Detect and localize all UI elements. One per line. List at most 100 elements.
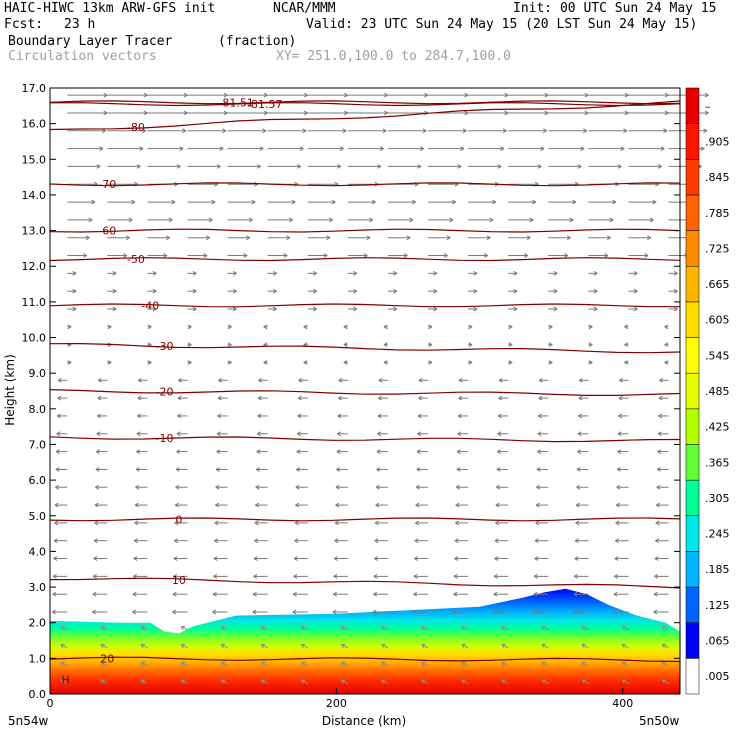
- circulation-vector: [300, 679, 308, 684]
- circulation-vector: [173, 574, 188, 579]
- contour-label: -81.57: [247, 98, 282, 111]
- circulation-vector: [307, 217, 333, 223]
- circulation-vector: [134, 520, 148, 526]
- field-units: (fraction): [218, 34, 297, 49]
- circulation-vector: [548, 164, 582, 169]
- contour-label: -81.51: [218, 96, 253, 109]
- circulation-vector: [107, 199, 136, 205]
- circulation-vector: [340, 625, 349, 631]
- circulation-vector: [496, 484, 509, 490]
- circulation-vector: [187, 199, 216, 205]
- circulation-vector: [428, 199, 456, 205]
- circulation-vector: [577, 449, 589, 454]
- circulation-vector: [496, 467, 509, 472]
- circulation-vector: [497, 431, 509, 437]
- colorbar-label: .305: [705, 492, 730, 505]
- circulation-vector: [347, 146, 384, 151]
- circulation-vector: [54, 502, 68, 508]
- circulation-vector: [347, 253, 368, 258]
- circulation-vector: [227, 235, 251, 241]
- circulation-vector: [95, 467, 108, 472]
- circulation-vector: [494, 556, 509, 561]
- circulation-vector: [347, 199, 376, 205]
- circulation-vector: [256, 449, 268, 454]
- circulation-vector: [107, 217, 133, 223]
- circulation-vector: [263, 324, 268, 330]
- circulation-vector: [255, 467, 268, 472]
- contour-label: -80: [127, 121, 145, 134]
- circulation-vector: [535, 520, 549, 526]
- circulation-vector: [416, 467, 428, 472]
- circulation-vector: [267, 92, 308, 98]
- circulation-vector: [97, 377, 108, 383]
- circulation-vector: [373, 574, 388, 579]
- circulation-vector: [227, 271, 237, 276]
- temperature-contour: [49, 228, 681, 233]
- circulation-vector: [147, 146, 184, 151]
- x-tick-label: 0: [47, 697, 54, 710]
- circulation-vector: [60, 625, 68, 631]
- circulation-vector: [378, 395, 388, 401]
- circulation-vector: [428, 342, 433, 348]
- colorbar-swatch: [685, 515, 700, 552]
- circulation-vector: [421, 625, 429, 631]
- circulation-vector: [307, 110, 348, 116]
- circulation-vector: [548, 110, 589, 116]
- circulation-vector: [468, 324, 473, 330]
- temperature-contour: [49, 102, 681, 107]
- circulation-vector: [383, 324, 388, 330]
- colorbar-label: .905: [705, 135, 730, 148]
- circulation-vector: [267, 288, 277, 294]
- circulation-vector: [137, 377, 148, 383]
- circulation-vector: [373, 556, 388, 561]
- circulation-vector: [334, 520, 348, 526]
- circulation-vector: [340, 679, 349, 684]
- circulation-vector: [664, 360, 669, 365]
- circulation-vector: [468, 342, 473, 348]
- circulation-vector: [548, 199, 577, 205]
- circulation-vector: [332, 591, 348, 597]
- circulation-vector: [332, 609, 348, 615]
- circulation-vector: [533, 591, 549, 597]
- circulation-vector: [452, 609, 469, 615]
- circulation-vector: [52, 591, 68, 597]
- circulation-vector: [337, 431, 348, 437]
- circulation-vector: [616, 484, 629, 490]
- circulation-vector: [94, 502, 108, 508]
- circulation-vector: [336, 449, 348, 454]
- circulation-vector: [461, 643, 469, 649]
- contour-label: 20: [100, 653, 114, 666]
- circulation-vector: [227, 92, 268, 98]
- circulation-vector: [387, 217, 414, 223]
- circulation-vector: [187, 164, 221, 169]
- circulation-vector: [534, 538, 549, 544]
- circulation-vector: [588, 110, 629, 116]
- circulation-vector: [227, 146, 264, 151]
- circulation-vector: [538, 377, 549, 383]
- circulation-vector: [574, 538, 589, 544]
- circulation-vector: [100, 643, 108, 649]
- circulation-vector: [175, 484, 188, 490]
- colorbar-swatch: [685, 586, 700, 623]
- circulation-vector: [628, 271, 638, 276]
- circulation-vector: [508, 146, 545, 151]
- circulation-vector: [457, 413, 469, 419]
- circulation-vector: [97, 395, 108, 401]
- circulation-vector: [428, 253, 448, 258]
- circulation-vector: [374, 538, 388, 544]
- circulation-vector: [347, 92, 389, 98]
- circulation-vector: [468, 360, 473, 365]
- circulation-vector: [337, 395, 348, 401]
- circulation-vector: [55, 449, 68, 454]
- circulation-vector: [614, 574, 629, 579]
- circulation-vector: [260, 625, 268, 631]
- circulation-vector: [147, 271, 157, 276]
- circulation-vector: [214, 520, 228, 526]
- circulation-vector: [340, 661, 349, 666]
- circulation-vector: [613, 609, 629, 615]
- circulation-vector: [548, 360, 553, 365]
- circulation-vector: [468, 164, 502, 169]
- circulation-vector: [548, 92, 589, 98]
- circulation-vector: [661, 625, 669, 631]
- circulation-vector: [538, 395, 549, 401]
